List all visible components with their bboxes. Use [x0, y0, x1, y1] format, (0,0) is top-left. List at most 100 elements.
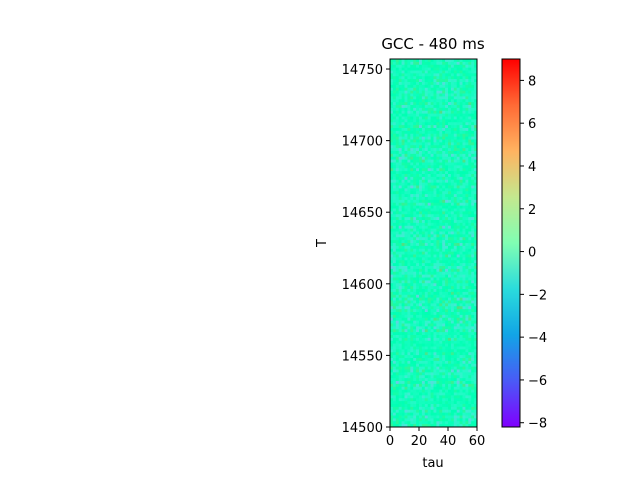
heatmap-cell — [392, 260, 397, 264]
heatmap-cell — [436, 280, 440, 284]
heatmap-cell — [468, 199, 472, 204]
heatmap-cell — [390, 409, 394, 413]
heatmap-cell — [462, 375, 466, 379]
heatmap-cell — [427, 82, 431, 86]
heatmap-cell — [398, 199, 402, 204]
heatmap-cell — [416, 165, 420, 169]
heatmap-cell — [465, 424, 469, 428]
heatmap-cell — [456, 274, 460, 278]
heatmap-cell — [404, 222, 408, 227]
heatmap-cell — [436, 76, 440, 80]
heatmap-cell — [468, 363, 472, 367]
heatmap-cell — [439, 145, 443, 149]
heatmap-cell — [462, 245, 466, 250]
heatmap-cell — [427, 257, 431, 261]
heatmap-cell — [439, 110, 443, 114]
heatmap-cell — [395, 323, 400, 327]
heatmap-cell — [398, 222, 402, 227]
heatmap-cell — [392, 119, 397, 123]
heatmap-cell — [471, 274, 475, 278]
heatmap-cell — [445, 197, 449, 201]
heatmap-cell — [468, 283, 472, 287]
heatmap-cell — [459, 395, 463, 399]
heatmap-cell — [398, 125, 402, 129]
heatmap-cell — [407, 294, 411, 298]
heatmap-cell — [436, 176, 440, 181]
heatmap-cell — [390, 254, 394, 258]
heatmap-cell — [450, 401, 455, 405]
heatmap-cell — [390, 389, 394, 393]
heatmap-cell — [453, 99, 458, 103]
heatmap-cell — [465, 263, 469, 267]
heatmap-cell — [465, 73, 469, 77]
heatmap-cell — [462, 145, 466, 149]
heatmap-cell — [433, 309, 437, 313]
y-tick-label: 14550 — [342, 349, 383, 364]
heatmap-cell — [398, 96, 402, 100]
heatmap-cell — [421, 297, 426, 301]
heatmap-cell — [450, 70, 455, 74]
heatmap-cell — [419, 326, 423, 330]
heatmap-cell — [407, 202, 411, 206]
heatmap-cell — [456, 343, 460, 347]
heatmap-cell — [474, 266, 478, 270]
heatmap-cell — [410, 415, 414, 419]
heatmap-cell — [471, 168, 475, 172]
heatmap-cell — [404, 360, 408, 365]
heatmap-cell — [419, 372, 423, 376]
heatmap-cell — [456, 84, 460, 89]
heatmap-cell — [459, 248, 463, 252]
heatmap-cell — [456, 291, 460, 296]
heatmap-cell — [392, 323, 397, 327]
heatmap-cell — [390, 133, 394, 137]
heatmap-cell — [439, 82, 443, 86]
heatmap-cell — [401, 199, 405, 204]
heatmap-cell — [459, 358, 463, 362]
heatmap-cell — [395, 297, 400, 301]
heatmap-cell — [474, 243, 478, 247]
heatmap-cell — [390, 102, 394, 106]
heatmap-cell — [436, 148, 440, 152]
heatmap-cell — [398, 145, 402, 149]
heatmap-cell — [462, 176, 466, 181]
heatmap-cell — [465, 194, 469, 198]
heatmap-cell — [456, 395, 460, 399]
heatmap-cell — [456, 130, 460, 135]
heatmap-cell — [427, 225, 431, 229]
heatmap-cell — [404, 340, 408, 344]
heatmap-cell — [462, 277, 466, 281]
heatmap-cell — [465, 268, 469, 273]
heatmap-cell — [413, 294, 417, 298]
heatmap-cell — [407, 199, 411, 204]
heatmap-cell — [448, 309, 452, 313]
heatmap-cell — [459, 59, 463, 63]
heatmap-cell — [465, 306, 469, 310]
heatmap-cell — [445, 263, 449, 267]
heatmap-cell — [474, 372, 478, 376]
heatmap-cell — [413, 343, 417, 347]
heatmap-cell — [471, 234, 475, 238]
heatmap-cell — [413, 139, 417, 143]
heatmap-cell — [471, 263, 475, 267]
heatmap-cell — [427, 185, 431, 189]
heatmap-cell — [410, 332, 414, 336]
heatmap-cell — [410, 107, 414, 112]
heatmap-cell — [392, 337, 397, 342]
heatmap-cell — [468, 171, 472, 175]
heatmap-cell — [456, 96, 460, 100]
heatmap-cell — [430, 280, 434, 284]
heatmap-cell — [433, 329, 437, 333]
heatmap-cell — [436, 415, 440, 419]
heatmap-cell — [456, 398, 460, 402]
heatmap-cell — [398, 168, 402, 172]
heatmap-cell — [456, 82, 460, 86]
heatmap-cell — [468, 340, 472, 344]
heatmap-cell — [419, 421, 423, 425]
heatmap-cell — [433, 291, 437, 296]
heatmap-cell — [445, 392, 449, 396]
heatmap-cell — [395, 375, 400, 379]
heatmap-cell — [442, 248, 446, 252]
heatmap-cell — [445, 306, 449, 310]
heatmap-cell — [453, 90, 458, 94]
heatmap-cell — [410, 251, 414, 255]
